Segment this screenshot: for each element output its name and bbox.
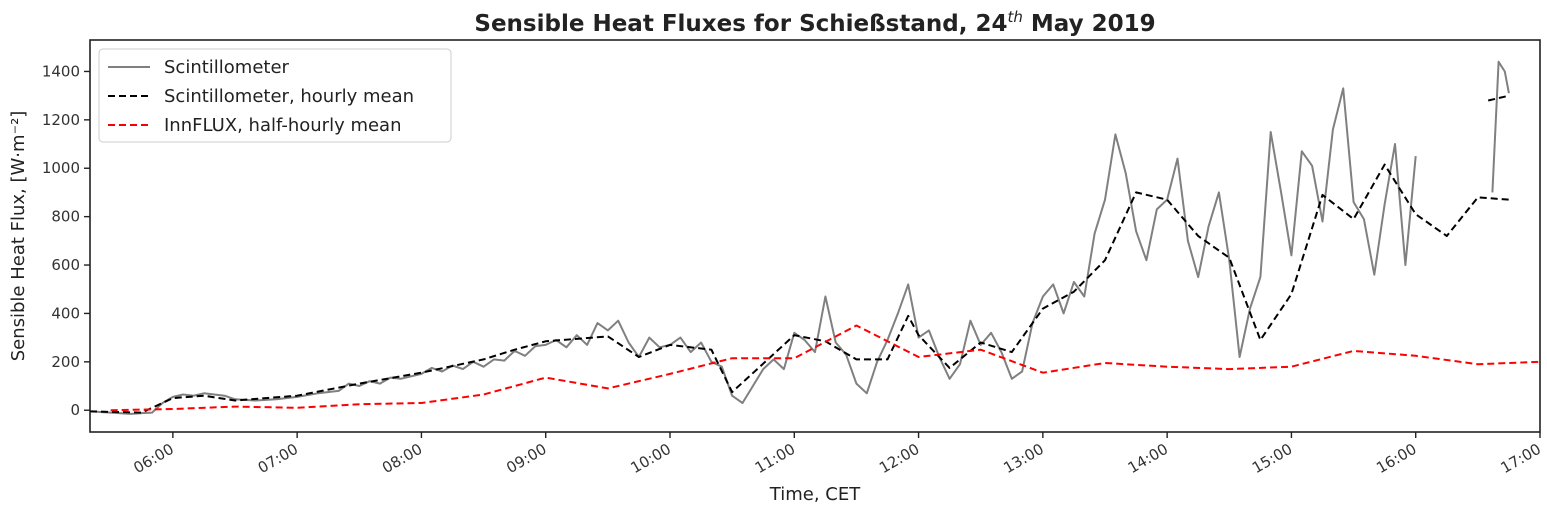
x-tick-label: 15:00 [1249, 440, 1295, 477]
plot-frame [89, 39, 1541, 433]
x-tick-label: 13:00 [1000, 440, 1046, 477]
x-tick-label: 12:00 [876, 440, 922, 477]
y-axis-label: Sensible Heat Flux, [W·m⁻²] [8, 111, 29, 362]
chart-title: Sensible Heat Fluxes for Schießstand, 24… [474, 8, 1155, 37]
series-line [90, 163, 1509, 414]
legend-label: InnFLUX, half-hourly mean [164, 115, 402, 136]
y-tick-label: 1000 [42, 159, 80, 177]
y-tick-label: 800 [51, 208, 80, 226]
x-tick-label: 10:00 [628, 440, 674, 477]
x-tick-label: 09:00 [503, 440, 549, 477]
series-line [90, 87, 1417, 415]
y-tick-label: 1200 [42, 111, 80, 129]
x-tick-label: 11:00 [752, 440, 798, 477]
x-tick-label: 17:00 [1498, 440, 1544, 477]
series-line [110, 324, 1540, 412]
y-tick-label: 0 [70, 401, 80, 419]
x-axis-label: Time, CET [769, 484, 861, 505]
legend-label: Scintillometer, hourly mean [164, 86, 414, 107]
y-tick-label: 1400 [42, 62, 80, 80]
series-layer [90, 60, 1540, 415]
x-tick-label: 16:00 [1373, 440, 1419, 477]
series-line [1487, 94, 1510, 102]
x-tick-label: 14:00 [1125, 440, 1171, 477]
y-axis: 0 200 400 600 800 1000 1200 1400 [42, 62, 90, 419]
y-tick-label: 400 [51, 304, 80, 322]
y-tick-label: 600 [51, 256, 80, 274]
x-tick-label: 06:00 [130, 440, 176, 477]
legend-box [98, 48, 452, 143]
x-axis: 06:00 07:00 08:00 09:00 10:00 11:00 12:00 13:00… [130, 432, 1544, 477]
x-tick-label: 07:00 [255, 440, 301, 477]
legend: Scintillometer Scintillometer, hourly mea… [98, 48, 452, 143]
series-line [1491, 60, 1510, 193]
y-tick-label: 200 [51, 353, 80, 371]
x-tick-label: 08:00 [379, 440, 425, 477]
legend-label: Scintillometer [164, 57, 290, 78]
